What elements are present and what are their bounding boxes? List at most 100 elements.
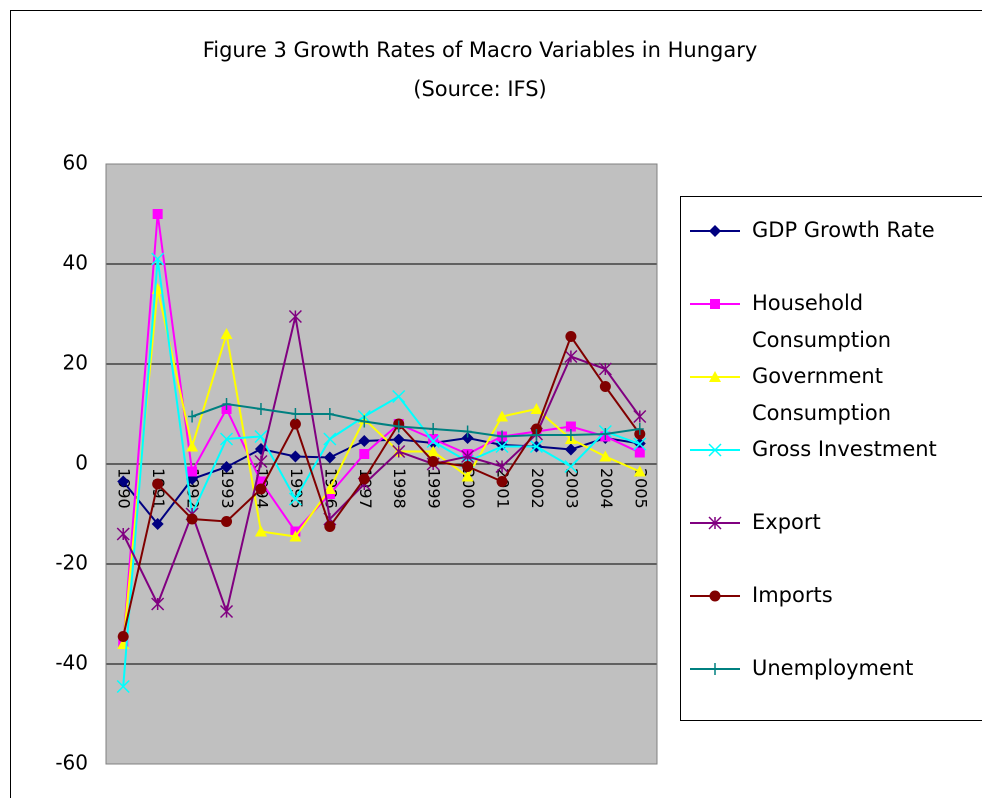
data-point	[495, 439, 509, 454]
y-tick-label: 40	[63, 251, 88, 275]
marker-shape	[152, 209, 163, 219]
data-point	[495, 459, 509, 474]
marker-shape	[495, 439, 509, 454]
data-point	[187, 466, 198, 477]
marker-shape	[709, 590, 721, 602]
data-point	[599, 381, 611, 392]
data-point	[256, 403, 265, 415]
marker-shape	[529, 439, 543, 454]
y-tick-label: -40	[55, 651, 88, 675]
data-point	[359, 449, 370, 459]
x-tick-label: 1998	[390, 468, 409, 509]
series-line	[191, 402, 640, 438]
marker-shape	[187, 466, 198, 477]
data-point	[428, 434, 439, 444]
marker-shape	[358, 473, 370, 485]
data-point	[496, 476, 508, 487]
marker-shape	[708, 443, 722, 457]
data-point	[358, 435, 371, 447]
data-point	[323, 451, 336, 464]
legend-marker	[710, 299, 720, 309]
legend-label: GDP Growth Rate	[752, 218, 935, 242]
data-point	[186, 440, 199, 452]
data-point	[222, 398, 231, 410]
series-line	[122, 334, 641, 637]
marker-shape	[634, 447, 645, 458]
marker-shape	[324, 521, 336, 532]
marker-shape	[117, 631, 129, 642]
data-point	[529, 439, 543, 454]
marker-shape	[255, 483, 267, 495]
marker-shape	[496, 410, 509, 422]
data-point	[427, 456, 439, 467]
data-point	[324, 521, 336, 532]
data-point	[117, 631, 129, 642]
data-point	[291, 408, 300, 420]
legend-marker	[708, 516, 722, 530]
data-point	[565, 421, 576, 432]
marker-shape	[496, 476, 508, 487]
marker-shape	[288, 492, 302, 506]
series-line	[122, 213, 641, 645]
data-point	[496, 410, 509, 422]
marker-shape	[323, 432, 337, 446]
chart-title: Figure 3 Growth Rates of Macro Variables…	[203, 38, 758, 62]
data-point	[220, 328, 233, 339]
marker-shape	[220, 461, 233, 473]
data-point	[255, 483, 267, 495]
marker-shape	[427, 456, 439, 467]
data-point	[392, 389, 406, 404]
data-point	[117, 475, 130, 488]
marker-shape	[633, 465, 646, 477]
y-tick-label: 0	[75, 451, 88, 475]
data-point	[360, 415, 369, 428]
data-point	[599, 450, 612, 462]
data-point	[220, 461, 233, 473]
marker-shape	[220, 432, 234, 446]
legend-label: Imports	[752, 583, 833, 607]
x-tick-label: 1990	[115, 468, 134, 509]
legend-marker	[708, 443, 722, 457]
data-point	[151, 252, 165, 266]
marker-shape	[116, 679, 130, 694]
data-point	[288, 492, 302, 506]
data-point	[358, 473, 370, 485]
marker-shape	[599, 450, 612, 462]
legend-box	[680, 196, 982, 721]
legend-label: Household Consumption	[752, 291, 891, 352]
data-point	[394, 420, 403, 433]
data-point	[116, 679, 130, 694]
marker-shape	[564, 443, 577, 456]
marker-shape	[428, 434, 439, 444]
data-point	[530, 403, 543, 414]
x-tick-label: 2003	[562, 468, 581, 509]
data-point	[325, 408, 334, 420]
data-point	[151, 597, 165, 611]
series-line	[122, 288, 641, 645]
marker-shape	[323, 483, 336, 494]
marker-shape	[710, 299, 720, 309]
x-tick-label: 1993	[218, 468, 237, 509]
data-point	[633, 437, 647, 451]
legend-label: Government Consumption	[752, 364, 891, 425]
marker-shape	[186, 513, 198, 525]
marker-shape	[323, 451, 336, 464]
marker-shape	[255, 476, 266, 487]
marker-shape	[564, 459, 578, 474]
marker-shape	[220, 328, 233, 339]
data-point	[461, 449, 475, 464]
x-tick-label: 2002	[528, 468, 547, 509]
marker-shape	[151, 518, 164, 530]
data-point	[635, 423, 644, 435]
data-point	[462, 461, 474, 472]
data-point	[221, 516, 233, 527]
marker-shape	[426, 434, 440, 449]
x-tick-label: 2005	[631, 468, 650, 509]
data-point	[188, 410, 197, 423]
x-tick-label: 1999	[425, 468, 444, 509]
series-line	[122, 316, 641, 616]
data-point	[220, 604, 234, 619]
data-point	[633, 409, 647, 424]
data-point	[288, 309, 302, 324]
marker-shape	[289, 530, 302, 542]
